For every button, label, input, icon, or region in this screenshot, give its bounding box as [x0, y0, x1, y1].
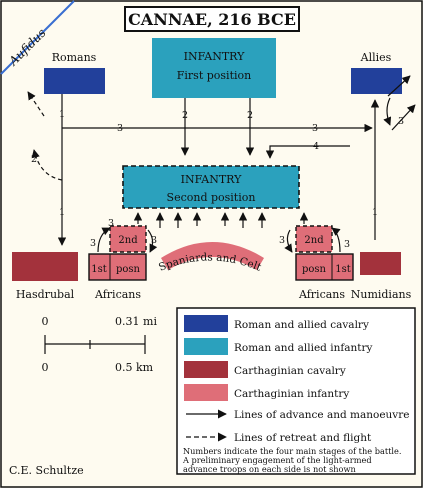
- hasdrubal-cavalry-block: [12, 252, 78, 281]
- scale-miles-label: 0.31 mi: [115, 315, 157, 328]
- legend-swatch-carthaginian-cavalry: [184, 361, 228, 378]
- legend-carthaginian-infantry: Carthaginian infantry: [234, 388, 349, 400]
- stage-number-3: 3: [151, 235, 157, 246]
- legend-roman-cavalry: Roman and allied cavalry: [234, 319, 369, 331]
- stage-number-2: 2: [247, 110, 253, 121]
- scale-zero-top: 0: [42, 315, 49, 328]
- map-title: CANNAE, 216 BCE: [128, 10, 296, 29]
- stage-number-2: 2: [31, 154, 37, 165]
- scale-zero-bottom: 0: [42, 361, 49, 374]
- stage-number-4: 4: [313, 141, 319, 152]
- africans-right-label: Africans: [298, 288, 345, 301]
- stage-number-2: 2: [182, 110, 188, 121]
- africans-left-first-label: 1st: [91, 264, 107, 275]
- africans-right-second-block: [295, 225, 333, 253]
- infantry-second-sub: Second position: [167, 191, 256, 204]
- stage-number-3: 3: [90, 238, 96, 249]
- stage-number-1: 1: [59, 207, 65, 218]
- stage-number-3: 3: [312, 123, 318, 134]
- legend-advance: Lines of advance and manoeuvre: [234, 409, 409, 421]
- legend-note-3: advance troops on each side is not shown: [183, 464, 356, 474]
- infantry-first-sub: First position: [177, 69, 251, 82]
- stage-number-labels: 1 1 1 2 2 2 3 3 3 3 3 3 3 3 4: [31, 109, 404, 250]
- allied-cavalry-block: [351, 68, 402, 94]
- roman-infantry-second-block: [122, 165, 300, 209]
- allies-label: Allies: [360, 51, 392, 64]
- africans-left-label: Africans: [94, 288, 141, 301]
- romans-label: Romans: [52, 51, 97, 64]
- spaniards-celts-crescent: [161, 242, 264, 270]
- roman-infantry-first-block: [152, 38, 276, 98]
- stage-number-3: 3: [344, 239, 350, 250]
- africans-right-posn-label: posn: [302, 264, 327, 275]
- numidian-cavalry-block: [360, 252, 401, 275]
- stage-number-1: 1: [59, 109, 65, 120]
- numidians-label: Numidians: [351, 288, 412, 301]
- africans-left-posn-label: posn: [116, 264, 141, 275]
- river-aufidus: [0, 0, 75, 75]
- stage-number-3: 3: [279, 235, 285, 246]
- africans-left-second-block: [109, 225, 147, 253]
- legend-swatch-carthaginian-infantry: [184, 384, 228, 401]
- africans-right-first-label: 1st: [335, 264, 351, 275]
- africans-left-second-label: 2nd: [118, 235, 138, 246]
- stage-number-3: 3: [108, 218, 114, 229]
- legend-roman-infantry: Roman and allied infantry: [234, 342, 373, 354]
- scale-bar: [44, 335, 146, 354]
- retreat-arrows: [27, 91, 63, 181]
- credit: C.E. Schultze: [9, 464, 84, 477]
- stage-number-1: 1: [372, 207, 378, 218]
- legend-swatch-roman-infantry: [184, 338, 228, 355]
- advance-arrows: [57, 75, 416, 253]
- legend-note-1: Numbers indicate the four main stages of…: [183, 446, 401, 456]
- stage-number-3: 3: [117, 123, 123, 134]
- stage-number-3: 3: [398, 116, 404, 127]
- legend-carthaginian-cavalry: Carthaginian cavalry: [234, 365, 346, 377]
- infantry-second-title: INFANTRY: [181, 173, 242, 186]
- legend-note-2: A preliminary engagement of the light-ar…: [182, 455, 372, 465]
- legend-retreat: Lines of retreat and flight: [234, 432, 372, 444]
- infantry-first-title: INFANTRY: [184, 50, 245, 63]
- legend-swatch-roman-cavalry: [184, 315, 228, 332]
- scale-km-label: 0.5 km: [115, 361, 154, 374]
- africans-right-first-block: [295, 253, 354, 281]
- title-box: [124, 6, 300, 32]
- hasdrubal-label: Hasdrubal: [16, 288, 75, 301]
- africans-left-first-block: [88, 253, 147, 281]
- africans-right-second-label: 2nd: [304, 235, 324, 246]
- roman-cavalry-block: [44, 68, 105, 94]
